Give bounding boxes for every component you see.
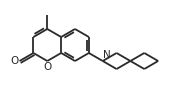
Text: O: O xyxy=(11,56,19,66)
Text: N: N xyxy=(103,50,111,60)
Text: O: O xyxy=(43,62,51,72)
